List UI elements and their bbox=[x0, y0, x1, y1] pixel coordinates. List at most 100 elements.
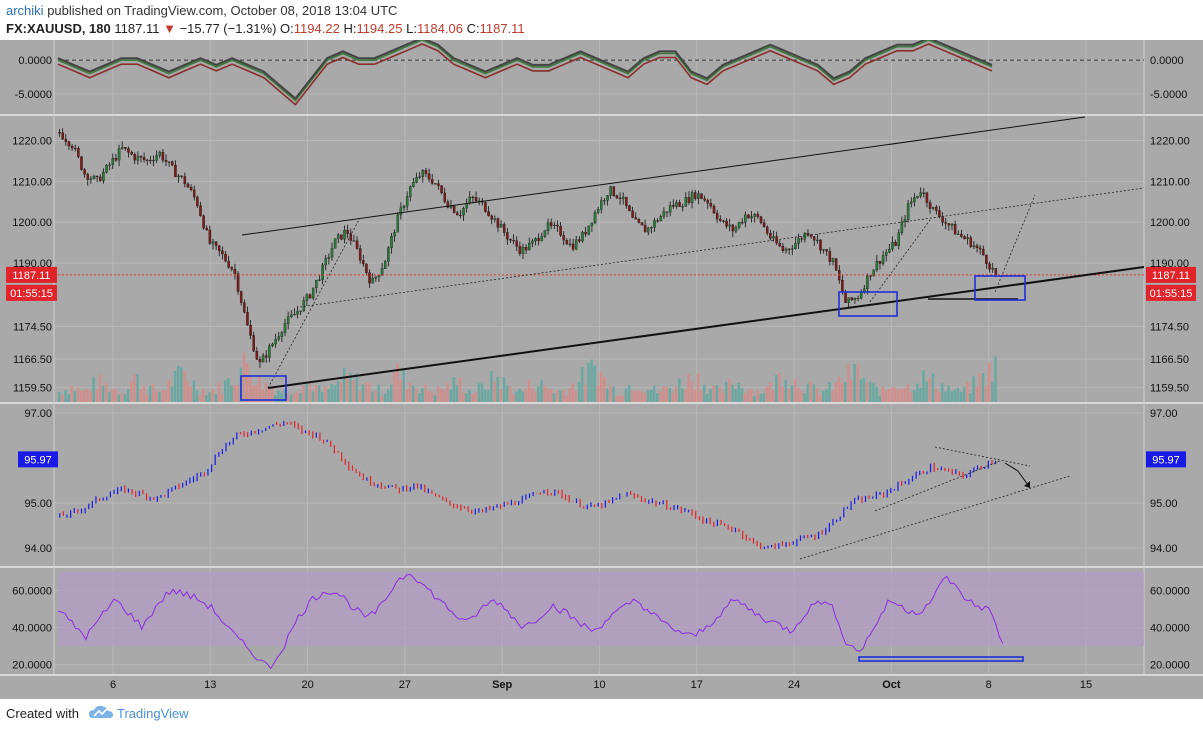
candle-body bbox=[596, 209, 600, 213]
candle-body bbox=[628, 205, 631, 212]
candle-body bbox=[499, 224, 503, 228]
right-y-tick-label: 1210.00 bbox=[1150, 176, 1190, 188]
candle-body bbox=[546, 222, 550, 231]
volume-bar bbox=[984, 385, 988, 402]
candle-body bbox=[371, 278, 374, 284]
candle-body bbox=[712, 205, 716, 214]
volume-bar bbox=[778, 372, 781, 402]
countdown-tag-left-text: 01:55:15 bbox=[10, 288, 53, 300]
candle-body bbox=[978, 247, 982, 250]
candle-body bbox=[380, 268, 384, 276]
volume-bar bbox=[696, 373, 700, 402]
candle-body bbox=[471, 196, 475, 199]
volume-bar bbox=[922, 370, 925, 402]
candle-body bbox=[888, 248, 891, 253]
candle-body bbox=[130, 152, 133, 155]
open-value: 1194.22 bbox=[293, 21, 340, 36]
candle-body bbox=[737, 222, 741, 228]
volume-bar bbox=[706, 393, 709, 402]
candle-body bbox=[246, 312, 249, 326]
volume-bar bbox=[346, 373, 349, 402]
close-value: 1187.11 bbox=[479, 21, 525, 36]
candle-body bbox=[762, 222, 766, 228]
candle-body bbox=[283, 323, 287, 333]
volume-bar bbox=[402, 368, 405, 402]
volume-bar bbox=[580, 367, 584, 402]
candle-body bbox=[437, 183, 440, 186]
candle-body bbox=[218, 245, 221, 251]
volume-bar bbox=[512, 394, 515, 402]
candle-body bbox=[224, 253, 227, 262]
candle-body bbox=[105, 164, 108, 173]
candle-body bbox=[806, 233, 810, 235]
volume-bar bbox=[386, 389, 390, 402]
volume-bar bbox=[596, 385, 600, 402]
candle-body bbox=[352, 240, 356, 242]
volume-bar bbox=[477, 383, 481, 402]
candle-body bbox=[114, 158, 118, 161]
candle-body bbox=[662, 211, 666, 217]
candle-body bbox=[258, 359, 262, 363]
volume-bar bbox=[950, 391, 953, 402]
volume-bar bbox=[508, 386, 512, 402]
volume-bar bbox=[646, 390, 650, 402]
volume-bar bbox=[249, 375, 252, 402]
candle-body bbox=[941, 216, 944, 223]
volume-bar bbox=[568, 388, 571, 402]
volume-bar bbox=[352, 379, 355, 402]
volume-bar bbox=[806, 383, 809, 402]
volume-bar bbox=[205, 395, 208, 402]
candle-body bbox=[474, 197, 478, 202]
arrow-head-icon bbox=[1024, 481, 1030, 488]
volume-bar bbox=[627, 385, 631, 402]
high-value: 1194.25 bbox=[356, 21, 403, 36]
right-y-tick-label: 94.00 bbox=[1150, 543, 1178, 555]
candle-body bbox=[969, 237, 973, 247]
candle-body bbox=[994, 268, 998, 275]
volume-bar bbox=[559, 390, 562, 402]
candle-body bbox=[750, 216, 753, 219]
open-label: O: bbox=[280, 21, 294, 36]
volume-bar bbox=[959, 391, 963, 402]
candle-body bbox=[484, 202, 487, 212]
candle-body bbox=[828, 251, 832, 262]
candle-body bbox=[77, 148, 80, 157]
candle-body bbox=[700, 193, 703, 199]
candle-body bbox=[625, 196, 628, 206]
candle-body bbox=[578, 239, 581, 242]
candle-body bbox=[966, 237, 969, 240]
volume-bar bbox=[718, 387, 722, 402]
volume-bar bbox=[737, 382, 741, 402]
candle-body bbox=[866, 275, 869, 289]
candle-body bbox=[221, 250, 224, 255]
volume-bar bbox=[305, 382, 308, 402]
left-y-tick-label: 1174.50 bbox=[13, 321, 52, 333]
volume-bar bbox=[208, 392, 211, 402]
volume-bar bbox=[283, 389, 286, 402]
candle-body bbox=[180, 175, 183, 177]
candle-body bbox=[631, 210, 634, 218]
candle-body bbox=[227, 260, 230, 268]
x-tick-label: 24 bbox=[788, 679, 800, 691]
volume-bar bbox=[286, 393, 290, 402]
candle-body bbox=[299, 310, 302, 312]
left-y-tick-label: 1159.50 bbox=[13, 383, 52, 395]
volume-bar bbox=[277, 390, 280, 402]
candle-body bbox=[744, 214, 747, 223]
candle-body bbox=[390, 236, 393, 248]
x-tick-label: Sep bbox=[492, 679, 512, 691]
candle-body bbox=[205, 227, 208, 231]
volume-bar bbox=[324, 385, 327, 402]
volume-bar bbox=[784, 379, 787, 402]
volume-bar bbox=[796, 387, 800, 402]
volume-bar bbox=[367, 383, 371, 402]
candle-body bbox=[715, 212, 719, 220]
candle-body bbox=[957, 233, 960, 235]
tradingview-link[interactable]: TradingView bbox=[117, 706, 189, 721]
volume-bar bbox=[649, 389, 653, 402]
author-link[interactable]: archiki bbox=[6, 3, 44, 18]
volume-bar bbox=[330, 383, 333, 402]
volume-bar bbox=[267, 387, 271, 402]
volume-bar bbox=[803, 393, 806, 402]
